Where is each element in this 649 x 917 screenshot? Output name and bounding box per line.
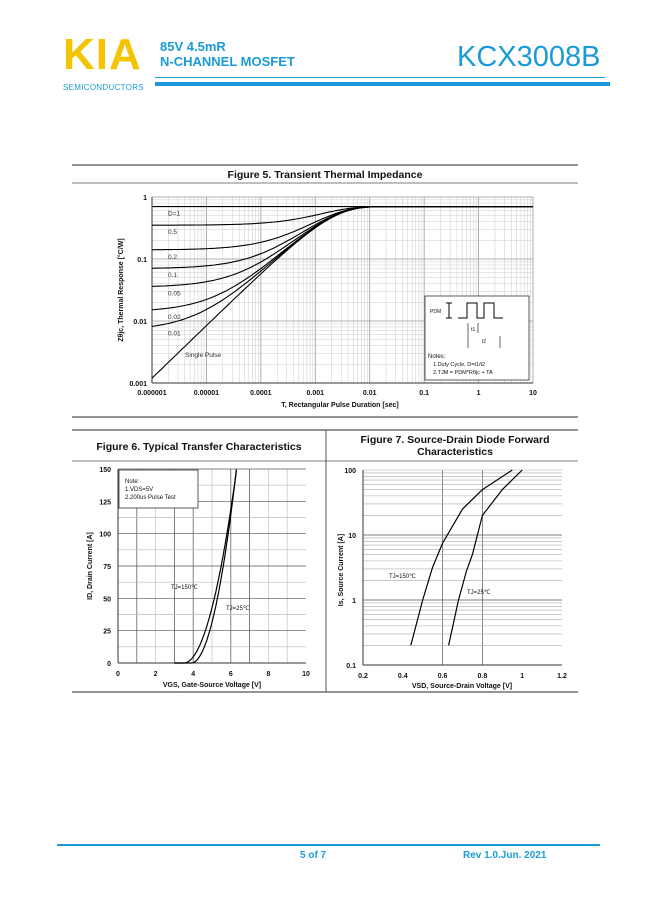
- fig5-x-tick: 0.01: [363, 390, 377, 397]
- fig5-series-label: 0.01: [168, 330, 181, 337]
- fig5-x-tick: 1: [477, 390, 481, 397]
- fig7-y-tick: 1: [352, 598, 356, 605]
- fig5-y-tick: 1: [143, 195, 147, 202]
- fig5-series-label: 0.1: [168, 272, 177, 279]
- header-thin-rule: [155, 77, 605, 78]
- fig6-y-tick: 125: [99, 499, 111, 506]
- fig5-x-tick: 0.0001: [250, 390, 272, 397]
- fig6-y-tick: 0: [107, 661, 111, 668]
- fig7-series-label: TJ=150℃: [389, 574, 416, 580]
- part-number: KCX3008B: [457, 41, 601, 73]
- note-1: 1.Duty Cycle, D=t1/t2: [433, 362, 485, 368]
- fig7-curve-0: [410, 469, 513, 646]
- t1-label: t1: [471, 327, 475, 333]
- fig7-y-tick: 10: [348, 533, 356, 540]
- fig6-x-tick: 0: [116, 671, 120, 678]
- note-2: 2.TJM = PDM*Rθjc + TA: [433, 370, 493, 376]
- fig7-x-tick: 0.2: [358, 673, 368, 680]
- fig5-x-tick: 0.001: [307, 390, 325, 397]
- fig5-y-label: Zθjc, Thermal Response [°C/W]: [117, 238, 125, 341]
- fig6-note-line: 2.200us Pulse Test: [125, 495, 176, 501]
- footer-rule: [57, 844, 600, 846]
- notes-title: Notes:: [428, 354, 446, 360]
- pulse-waveform-icon: [446, 302, 503, 319]
- fig7-x-tick: 0.6: [438, 673, 448, 680]
- fig5-x-tick: 0.000001: [137, 390, 166, 397]
- revision: Rev 1.0.Jun. 2021: [463, 850, 547, 861]
- device-type: N-CHANNEL MOSFET: [160, 54, 295, 69]
- fig7-x-label: VSD, Source-Drain Voltage [V]: [412, 683, 512, 690]
- fig5-x-tick: 10: [529, 390, 537, 397]
- fig6-x-label: VGS, Gate-Source Voltage [V]: [163, 682, 261, 689]
- fig6-series-label: TJ=150℃: [171, 585, 198, 591]
- header-thick-rule: [155, 82, 610, 86]
- fig5-x-tick: 0.00001: [194, 390, 219, 397]
- page-number: 5 of 7: [300, 850, 327, 861]
- fig5-title: Figure 5. Transient Thermal Impedance: [227, 169, 423, 181]
- fig6-note-box: [118, 469, 199, 509]
- fig5-series-label: 0.05: [168, 290, 181, 297]
- fig6-title: Figure 6. Typical Transfer Characteristi…: [96, 441, 302, 453]
- fig6-x-tick: 2: [154, 671, 158, 678]
- fig6-note-line: 1.VDS=5V: [125, 487, 153, 493]
- fig6-x-tick: 10: [302, 671, 310, 678]
- fig7-y-tick: 0.1: [346, 663, 356, 670]
- fig6-y-tick: 100: [99, 532, 111, 539]
- fig7-y-label: Is, Source Current [A]: [338, 534, 345, 606]
- fig7-title: Figure 7. Source-Drain Diode Forward Cha…: [360, 434, 550, 458]
- fig6-curve-1: [174, 469, 237, 664]
- fig5-curve-7: [151, 206, 533, 379]
- fig7-x-tick: 0.4: [398, 673, 408, 680]
- fig5-series-label: D=1: [168, 211, 180, 218]
- fig5-series-label: 0.02: [168, 314, 181, 321]
- fig5-y-tick: 0.001: [129, 381, 147, 388]
- fig5-y-tick: 0.1: [137, 257, 147, 264]
- fig5-x-label: T, Rectangular Pulse Duration [sec]: [281, 402, 398, 409]
- fig7-series-label: TJ=25℃: [467, 590, 491, 596]
- fig6-series-label: TJ=25℃: [226, 606, 250, 612]
- fig7-y-tick: 100: [344, 468, 356, 475]
- pdm-label: PDM: [430, 309, 441, 315]
- t2-label: t2: [482, 339, 486, 345]
- kia-logo: KIA: [63, 30, 142, 79]
- fig5-x-tick: 0.1: [419, 390, 429, 397]
- logo-subtitle: SEMICONDUCTORS: [63, 83, 144, 92]
- fig6-y-tick: 25: [103, 629, 111, 636]
- fig6-y-tick: 75: [103, 564, 111, 571]
- fig5-series-label: 0.5: [168, 229, 177, 236]
- fig6-y-tick: 150: [99, 467, 111, 474]
- fig6-note-line: Note:: [125, 479, 140, 485]
- fig7-curve-1: [448, 469, 523, 646]
- fig6-x-tick: 8: [266, 671, 270, 678]
- fig6-y-tick: 50: [103, 596, 111, 603]
- fig5-y-tick: 0.01: [133, 319, 147, 326]
- fig7-x-tick: 1: [520, 673, 524, 680]
- spec-rating: 85V 4.5mR: [160, 39, 226, 54]
- fig7-x-tick: 1.2: [557, 673, 567, 680]
- fig5-series-label: 0.2: [168, 254, 177, 261]
- fig7-x-tick: 0.8: [478, 673, 488, 680]
- fig5-series-label: Single Pulse: [185, 352, 222, 359]
- fig6-x-tick: 4: [191, 671, 195, 678]
- fig6-y-label: ID, Drain Current [A]: [87, 532, 94, 600]
- fig6-x-tick: 6: [229, 671, 233, 678]
